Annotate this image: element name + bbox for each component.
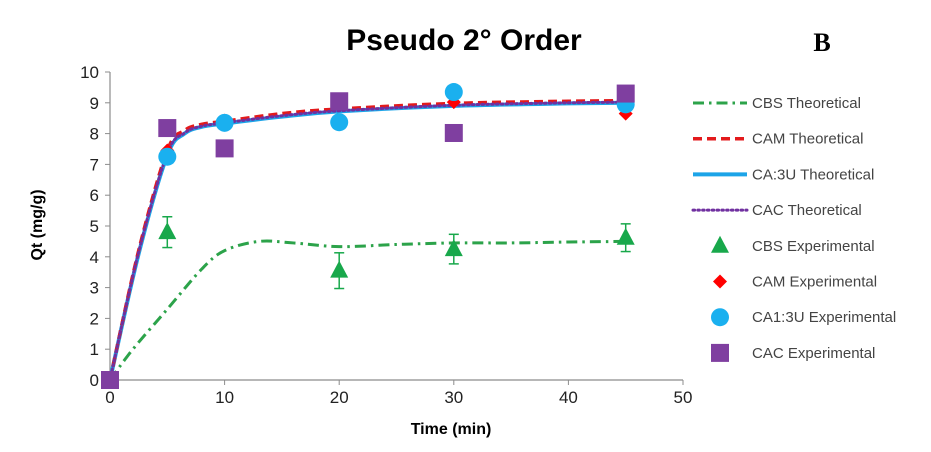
data-point-cac-experimental xyxy=(616,84,635,103)
legend-swatch-cam-experimental xyxy=(713,274,727,289)
y-tick-label: 10 xyxy=(80,63,99,82)
y-tick-label: 5 xyxy=(90,217,99,236)
data-point-cac-experimental xyxy=(444,123,463,142)
data-point-cac-experimental xyxy=(330,92,349,111)
y-tick-label: 8 xyxy=(90,125,99,144)
legend-label-ca-3u-theoretical: CA:3U Theoretical xyxy=(752,166,874,183)
chart-title: Pseudo 2° Order xyxy=(346,24,582,57)
data-point-cbs-experimental xyxy=(158,222,177,240)
x-tick-label: 20 xyxy=(330,388,349,407)
y-tick-label: 4 xyxy=(90,248,99,267)
data-point-ca1-3u-experimental xyxy=(158,147,177,166)
y-tick-label: 7 xyxy=(90,155,99,174)
legend-swatch-cbs-experimental xyxy=(711,235,729,253)
legend-label-cam-theoretical: CAM Theoretical xyxy=(752,131,863,148)
legend-label-cam-experimental: CAM Experimental xyxy=(752,274,877,291)
y-tick-label: 9 xyxy=(90,94,99,113)
data-point-cac-experimental xyxy=(101,371,119,389)
legend-label-cac-experimental: CAC Experimental xyxy=(752,345,875,362)
legend-swatch-ca1-3u-experimental xyxy=(711,308,729,327)
series-line-cam-theoretical xyxy=(108,98,626,381)
data-point-cac-experimental xyxy=(158,119,177,138)
legend-label-ca1-3u-experimental: CA1:3U Experimental xyxy=(752,309,896,326)
y-tick-label: 3 xyxy=(90,279,99,298)
x-tick-label: 0 xyxy=(105,388,114,407)
legend-label-cac-theoretical: CAC Theoretical xyxy=(752,202,862,219)
y-tick-label: 1 xyxy=(90,340,99,359)
data-point-ca1-3u-experimental xyxy=(330,113,349,132)
data-point-cbs-experimental xyxy=(330,260,349,278)
legend-label-cbs-experimental: CBS Experimental xyxy=(752,238,875,255)
data-point-cbs-experimental xyxy=(616,227,635,245)
series-line-cbs-theoretical xyxy=(108,239,626,381)
y-tick-label: 6 xyxy=(90,186,99,205)
x-tick-label: 40 xyxy=(559,388,578,407)
plot-area xyxy=(101,83,635,389)
data-point-ca1-3u-experimental xyxy=(444,83,463,102)
plot-axes: 0 10 20 30 40 50 0 1 2 3 4 5 6 7 8 9 10 xyxy=(80,63,692,407)
x-tick-label: 50 xyxy=(674,388,693,407)
panel-label: B xyxy=(813,28,830,57)
data-point-cbs-experimental xyxy=(444,239,463,257)
data-point-cac-experimental xyxy=(215,139,234,158)
legend: CBS Theoretical CAM Theoretical CA:3U Theo… xyxy=(691,95,896,362)
y-tick-label: 0 xyxy=(90,371,99,390)
legend-swatch-cac-experimental xyxy=(711,343,729,362)
y-tick-label: 2 xyxy=(90,309,99,328)
x-axis-label: Time (min) xyxy=(411,421,492,438)
x-tick-label: 10 xyxy=(215,388,234,407)
y-axis-label: Qt (mg/g) xyxy=(29,189,46,260)
data-point-ca1-3u-experimental xyxy=(215,113,234,132)
legend-label-cbs-theoretical: CBS Theoretical xyxy=(752,95,861,112)
x-tick-label: 30 xyxy=(444,388,463,407)
